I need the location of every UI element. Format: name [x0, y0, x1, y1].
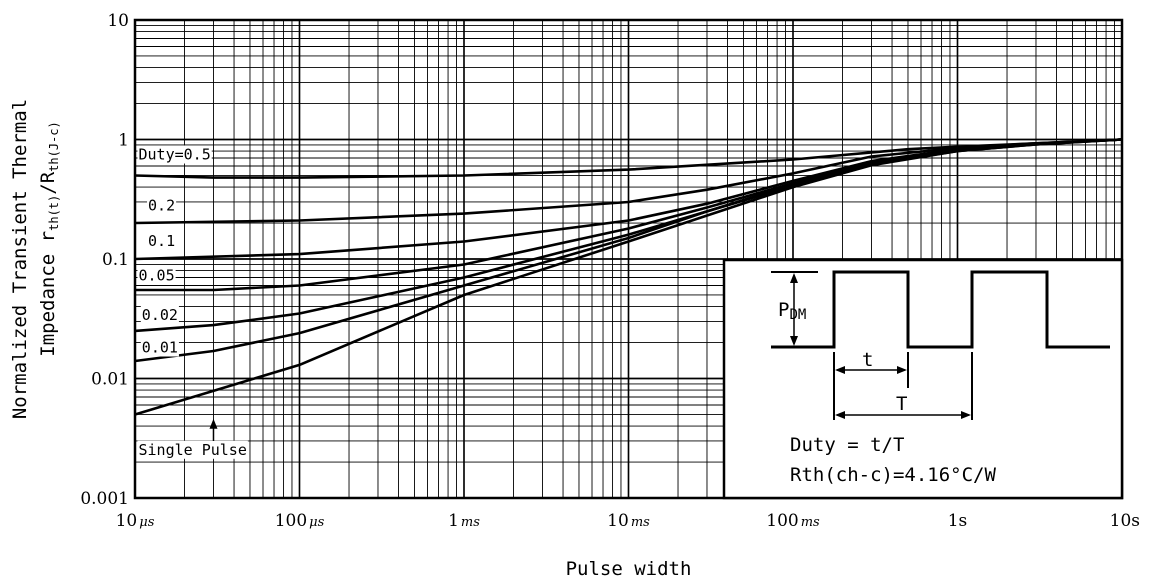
series-label-bg [140, 338, 179, 357]
series-label: 0.05 [138, 267, 174, 285]
series-layer [134, 138, 1123, 416]
y-axis-title-line1: Normalized Transient Thermal [9, 99, 31, 419]
x-tick-label: 100 ms [766, 511, 820, 531]
pulse-diagram-inset: PDM t T Duty = t/T Rth(ch-c)=4.16°C/W [722, 258, 1124, 500]
T-label: T [896, 393, 907, 415]
series-line-single-pulse [134, 138, 1123, 416]
series-label-bg [140, 305, 179, 324]
y-axis-title-main: Impedance r [37, 231, 59, 357]
pdm-arrow-up-head [790, 273, 798, 283]
series-label: 0.02 [142, 306, 178, 324]
t-arrow-right-head [897, 366, 907, 374]
y-tick-label: 0.001 [80, 489, 129, 509]
x-tick-label: 10 ms [607, 511, 650, 531]
pdm-label: PDM [778, 299, 806, 323]
x-tick-label: 1 ms [448, 511, 480, 531]
series-label: 0.2 [148, 196, 175, 214]
series-label: Duty=0.5 [138, 146, 210, 164]
x-tick-label: 1s [948, 511, 968, 531]
inset-box [722, 258, 1124, 500]
series-label-bg [147, 196, 177, 215]
series-label-bg [137, 145, 212, 164]
x-tick-label: 10 μs [116, 511, 155, 531]
x-tick-label: 100 μs [275, 511, 325, 531]
t-label: t [862, 349, 873, 371]
y-tick-label: 1 [118, 131, 129, 151]
label-layer: Duty=0.5 0.2 0.1 0.05 0.02 0.01 Single Pulse [137, 145, 248, 459]
series-label-bg [137, 266, 176, 285]
t-arrow-left-head [835, 366, 845, 374]
y-tick-label: 0.1 [102, 250, 129, 270]
y-axis-title-sub1: th(t) [47, 195, 61, 231]
series-label: Single Pulse [138, 441, 246, 459]
rth-value: Rth(ch-c)=4.16°C/W [790, 464, 996, 486]
T-arrow-right-head [961, 411, 971, 419]
x-tick-label: 10s [1110, 511, 1140, 531]
T-arrow-left-head [835, 411, 845, 419]
duty-formula: Duty = t/T [790, 434, 904, 456]
series-label-bg [137, 440, 248, 459]
y-tick-label: 0.01 [91, 370, 129, 390]
x-axis-title: Pulse width [566, 558, 692, 580]
pdm-arrow-down-head [790, 336, 798, 346]
y-axis-title-sub2: th(J-c) [47, 121, 61, 172]
y-axis-title-line2: Impedance rth(t)/Rth(J-c) [37, 121, 61, 356]
single-pulse-arrow-head [209, 418, 218, 429]
y-tick-label: 10 [107, 11, 129, 31]
series-label-bg [147, 232, 177, 251]
series-label: 0.1 [148, 232, 175, 250]
pulse-waveform [771, 270, 1110, 349]
series-label: 0.01 [142, 339, 178, 357]
y-axis-title-mid: /R [37, 171, 59, 194]
